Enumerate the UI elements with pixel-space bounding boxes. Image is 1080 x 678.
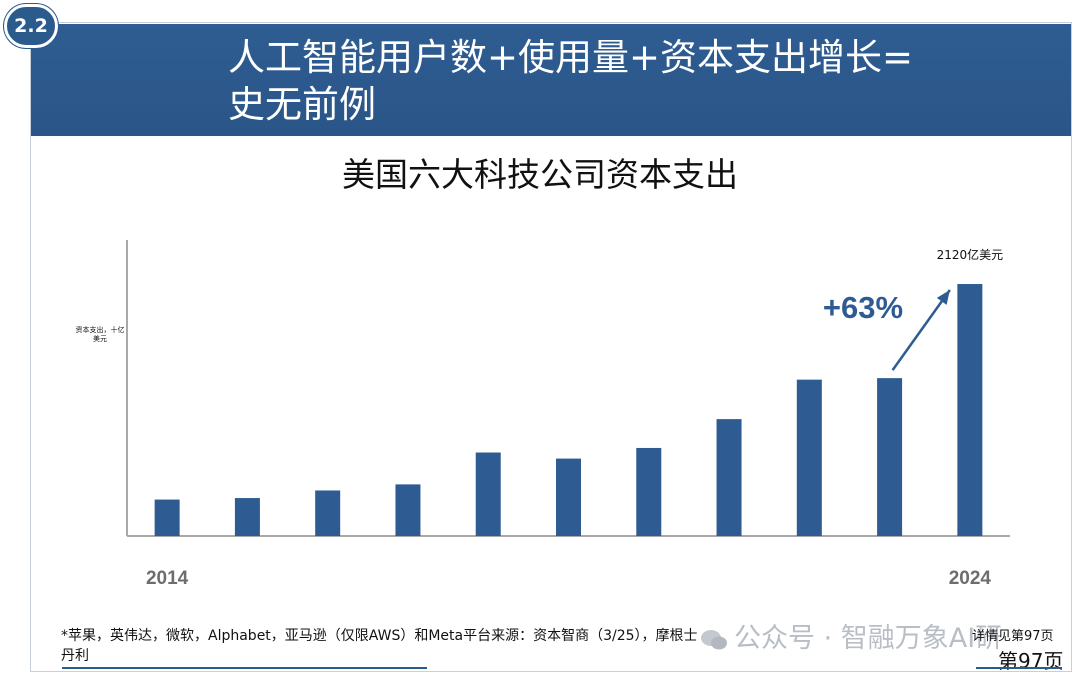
bar-2021 [716, 419, 742, 536]
growth-arrow-head-icon [936, 290, 950, 305]
watermark: 公众号 · 智融万象AI研 [700, 616, 1002, 655]
slide-header [31, 24, 1071, 136]
chart-title: 美国六大科技公司资本支出 [342, 155, 738, 194]
bar-2020 [636, 447, 662, 536]
watermark-text: 公众号 · 智融万象AI研 [734, 623, 1003, 654]
bar-2015 [234, 498, 260, 536]
y-axis-label: 资本支出，十亿美元 [75, 326, 125, 343]
bottom-rule [62, 667, 427, 669]
page-reference: 详情见第97页 [972, 629, 1054, 644]
wechat-logo-icon [701, 629, 727, 649]
bar-2016 [315, 490, 341, 536]
section-badge: 2.2 [4, 4, 58, 48]
bar-2018 [475, 452, 501, 536]
x-tick-label-2014: 2014 [146, 568, 189, 589]
bottom-rule-right [976, 667, 1062, 669]
footnote: *苹果，英伟达，微软，Alphabet，亚马逊（仅限AWS）和Meta平台来源：… [61, 628, 698, 664]
bar-2014 [154, 499, 180, 536]
slide-title: 人工智能用户数+使用量+资本支出增长=史无前例 [228, 36, 914, 126]
page-number: 第97页 [998, 649, 1064, 673]
bar-2017 [395, 484, 421, 536]
growth-arrow-line [891, 289, 951, 371]
bar-2022 [796, 379, 822, 536]
x-tick-label-2024: 2024 [949, 568, 992, 589]
bar-2024 [957, 284, 983, 536]
data-label-2024: 2120亿美元 [937, 247, 1004, 262]
bar-2019 [556, 458, 581, 536]
growth-annotation: +63% [823, 290, 903, 325]
bar-2023 [877, 378, 903, 536]
